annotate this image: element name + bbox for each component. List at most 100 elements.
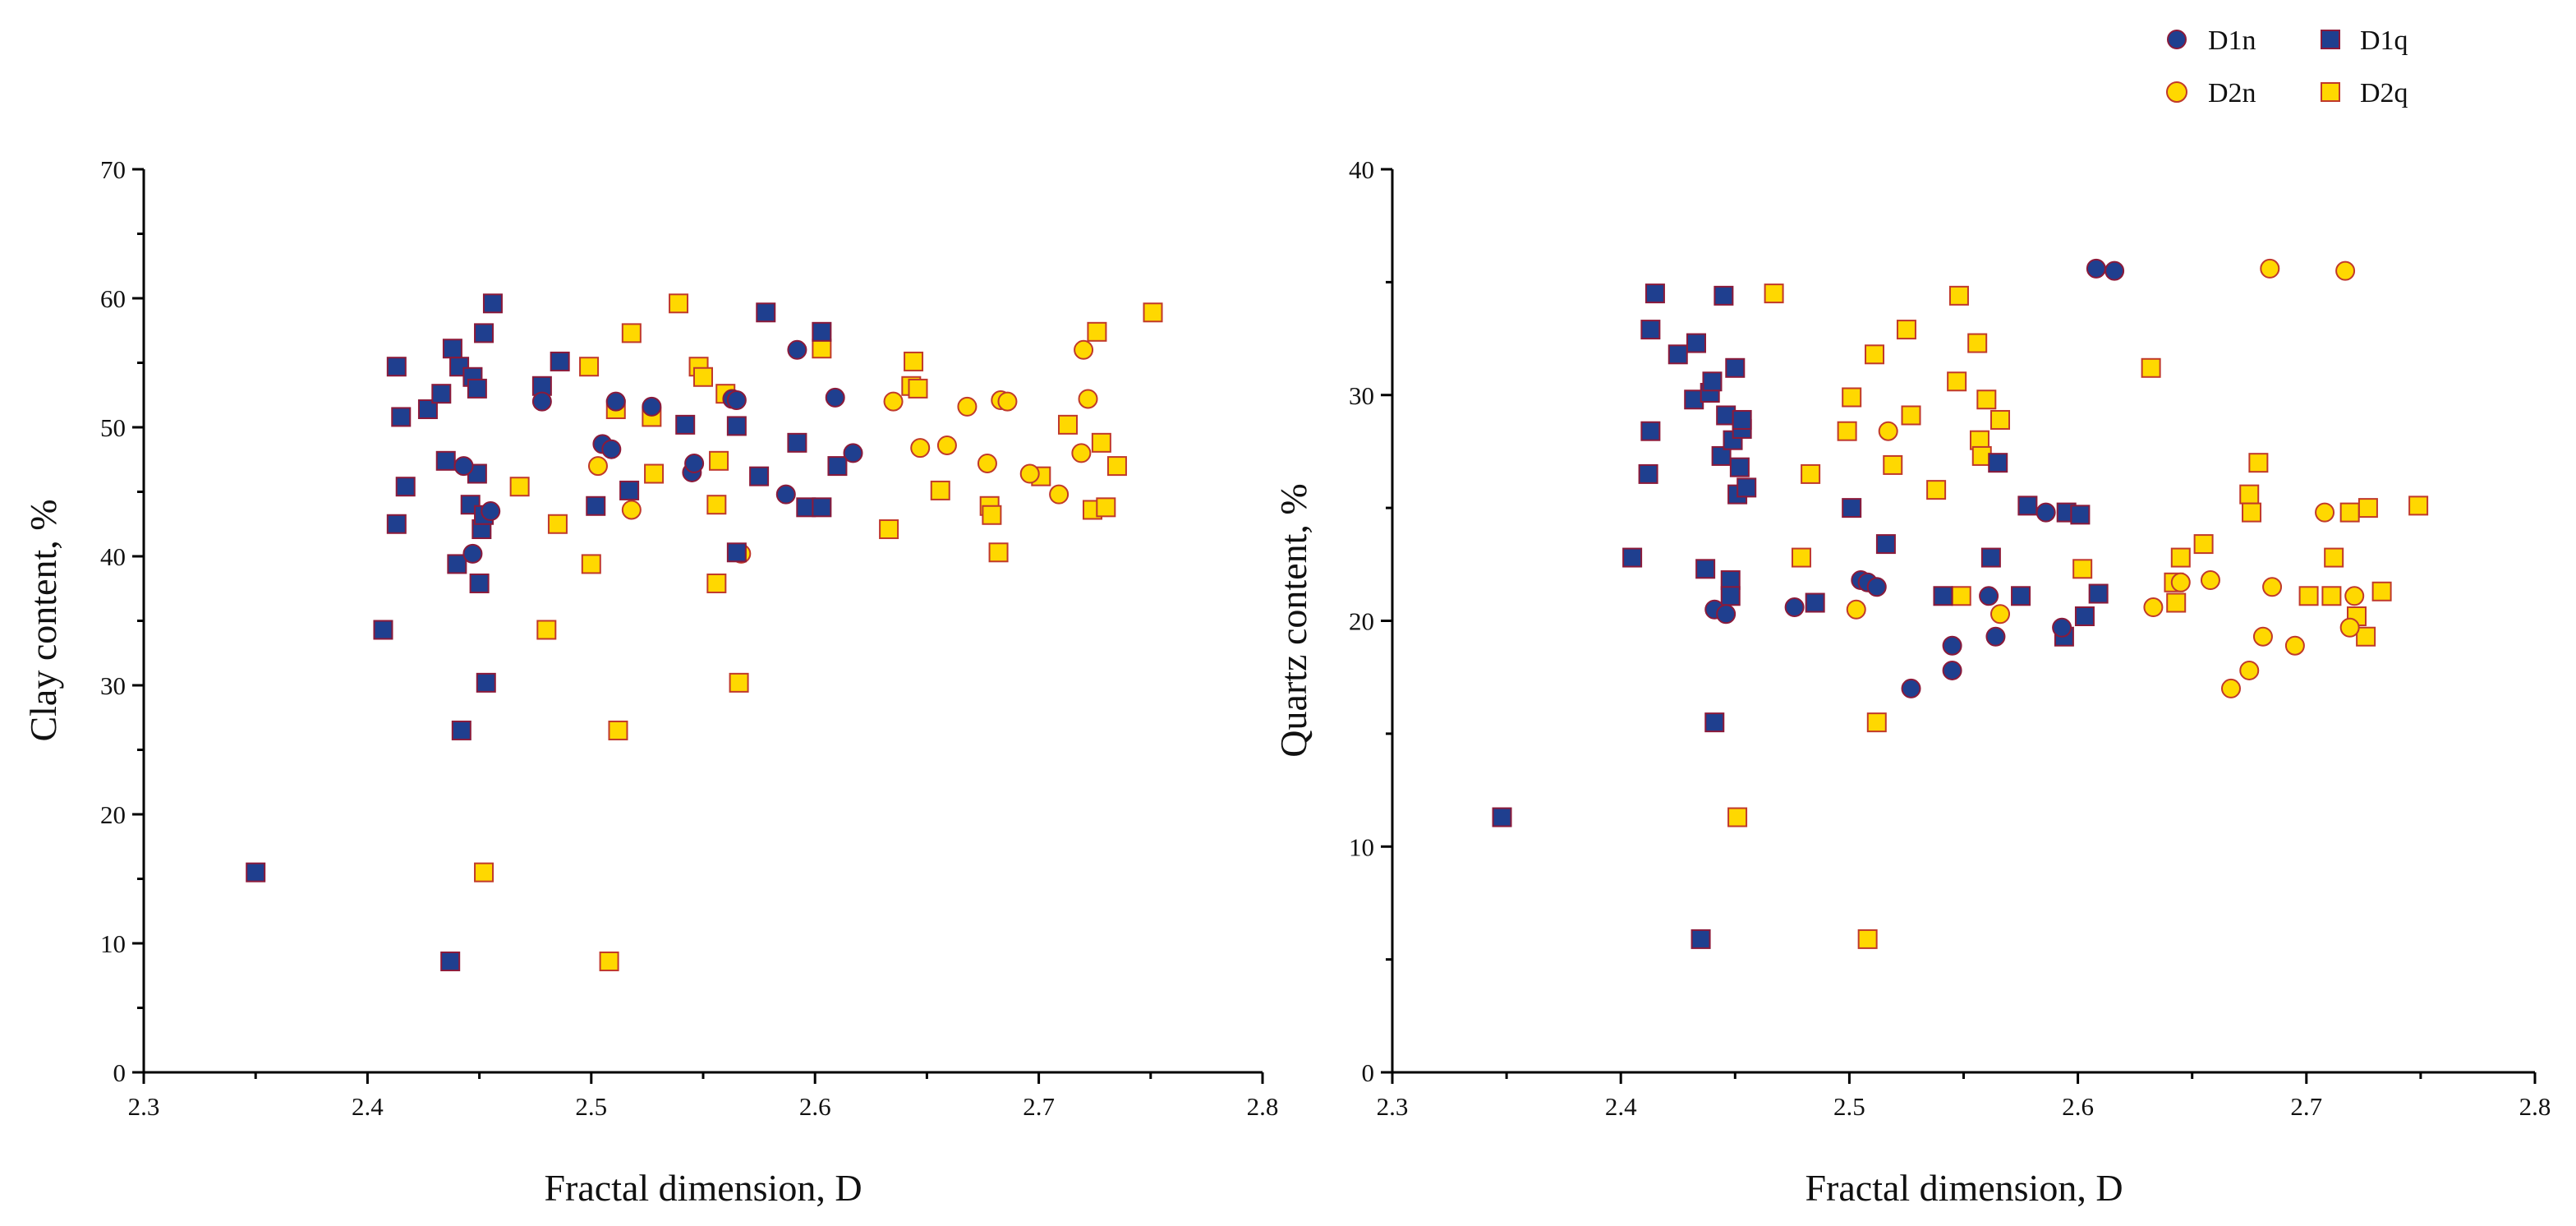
- data-point-d2n: [2200, 570, 2220, 591]
- data-point-d2q: [908, 378, 928, 399]
- data-point-d1q: [726, 542, 747, 563]
- data-point-d1n: [787, 339, 807, 360]
- data-point-d1n: [1716, 604, 1736, 625]
- data-point-d2q: [2358, 498, 2378, 519]
- data-point-d2q: [1948, 285, 1969, 306]
- data-point-d2n: [2335, 260, 2356, 281]
- data-point-d1q: [442, 339, 462, 359]
- data-point-d2q: [706, 495, 727, 515]
- data-point-d1q: [675, 414, 696, 435]
- data-point-d2q: [1837, 421, 1857, 441]
- data-point-d1q: [1640, 421, 1661, 441]
- data-point-d2q: [1990, 409, 2011, 430]
- data-point-d2q: [474, 862, 494, 883]
- data-point-d2n: [883, 391, 904, 412]
- quartz-data-points: [1492, 258, 2429, 949]
- data-point-d1n: [775, 484, 796, 505]
- data-point-d2q: [693, 366, 713, 387]
- data-point-d1q: [827, 456, 848, 477]
- data-point-d2n: [957, 396, 978, 417]
- data-point-d1n: [1985, 626, 2006, 647]
- data-point-d1n: [1866, 577, 1887, 597]
- data-point-d1q: [1622, 547, 1643, 568]
- data-point-d2q: [988, 542, 1009, 563]
- data-point-d2n: [1078, 389, 1098, 409]
- legend-label-d2n: D2n: [2208, 78, 2256, 108]
- data-point-d2q: [1058, 414, 1079, 435]
- data-point-d1q: [1702, 371, 1723, 392]
- x-axis-title: Fractal dimension, D: [544, 1167, 862, 1209]
- data-point-d2q: [2242, 502, 2262, 523]
- data-point-d2q: [1096, 497, 1116, 518]
- data-point-d2n: [910, 438, 931, 459]
- data-point-d2n: [2344, 586, 2365, 606]
- legend-label-d1n: D1n: [2208, 25, 2256, 56]
- x-tick-label: 2.5: [575, 1092, 607, 1121]
- data-point-d1q: [1492, 807, 1512, 827]
- data-point-d1q: [1695, 559, 1716, 579]
- data-point-d2q: [2371, 581, 2392, 601]
- data-point-d2q: [2193, 534, 2214, 555]
- clay-data-points: [246, 293, 1163, 971]
- data-point-d1q: [1875, 534, 1896, 555]
- data-point-d1q: [2074, 606, 2095, 627]
- x-tick-label: 2.3: [1377, 1092, 1409, 1121]
- data-point-d2n: [997, 391, 1018, 412]
- data-point-d2n: [1071, 443, 1092, 463]
- y-tick-label: 20: [100, 800, 126, 829]
- legend-marker-d1n: [2167, 30, 2187, 49]
- data-point-d1q: [469, 573, 490, 593]
- data-point-d1n: [684, 453, 705, 473]
- x-tick-label: 2.6: [799, 1092, 831, 1121]
- data-point-d2q: [2408, 495, 2429, 516]
- data-point-d1n: [481, 501, 501, 522]
- data-point-d1q: [431, 384, 452, 404]
- data-point-d2q: [709, 450, 729, 471]
- y-tick-label: 0: [113, 1058, 126, 1087]
- x-tick-label: 2.3: [128, 1092, 160, 1121]
- data-point-d2n: [1019, 463, 1040, 484]
- legend-marker-d2q: [2321, 82, 2340, 102]
- data-point-d2q: [581, 554, 601, 574]
- data-point-d1q: [1668, 344, 1688, 365]
- data-point-d2q: [1976, 389, 1997, 410]
- data-point-d2q: [1857, 929, 1878, 949]
- data-point-d1q: [619, 480, 640, 500]
- legend-item-d1n: D1n: [2167, 25, 2256, 56]
- data-point-d2q: [1801, 463, 1821, 484]
- data-point-d1q: [1690, 929, 1711, 949]
- data-point-d1q: [386, 514, 407, 534]
- data-point-d2n: [1049, 484, 1070, 505]
- data-point-d2q: [706, 573, 727, 593]
- data-point-d2n: [2315, 502, 2335, 523]
- data-point-d2q: [2170, 547, 2191, 568]
- data-point-d1n: [1979, 586, 1999, 606]
- data-point-d1q: [386, 357, 407, 377]
- data-point-d1q: [726, 416, 747, 436]
- data-point-d1q: [812, 497, 832, 518]
- data-point-d2q: [579, 357, 600, 377]
- y-tick-label: 10: [100, 929, 126, 958]
- data-point-d2n: [1846, 599, 1866, 620]
- data-point-d1q: [1988, 453, 2008, 473]
- data-point-d1q: [1640, 320, 1661, 340]
- data-point-d2q: [536, 620, 557, 640]
- data-point-d2q: [1106, 456, 1127, 477]
- x-tick-label: 2.4: [352, 1092, 384, 1121]
- data-point-d2q: [1901, 405, 1921, 426]
- data-point-d1q: [2017, 495, 2038, 516]
- data-point-d1q: [440, 951, 461, 971]
- legend-item-d2q: D2q: [2321, 78, 2408, 108]
- data-point-d1q: [1980, 547, 2001, 568]
- data-point-d1n: [642, 396, 662, 417]
- data-point-d2n: [1878, 421, 1898, 441]
- data-point-d2n: [587, 456, 608, 477]
- data-point-d2q: [930, 480, 950, 500]
- x-tick-label: 2.4: [1605, 1092, 1637, 1121]
- data-point-d1n: [2104, 260, 2125, 281]
- data-point-d2q: [2339, 502, 2360, 523]
- data-point-d1n: [726, 390, 747, 411]
- y-tick-label: 20: [1349, 607, 1374, 636]
- data-point-d2q: [1896, 320, 1916, 340]
